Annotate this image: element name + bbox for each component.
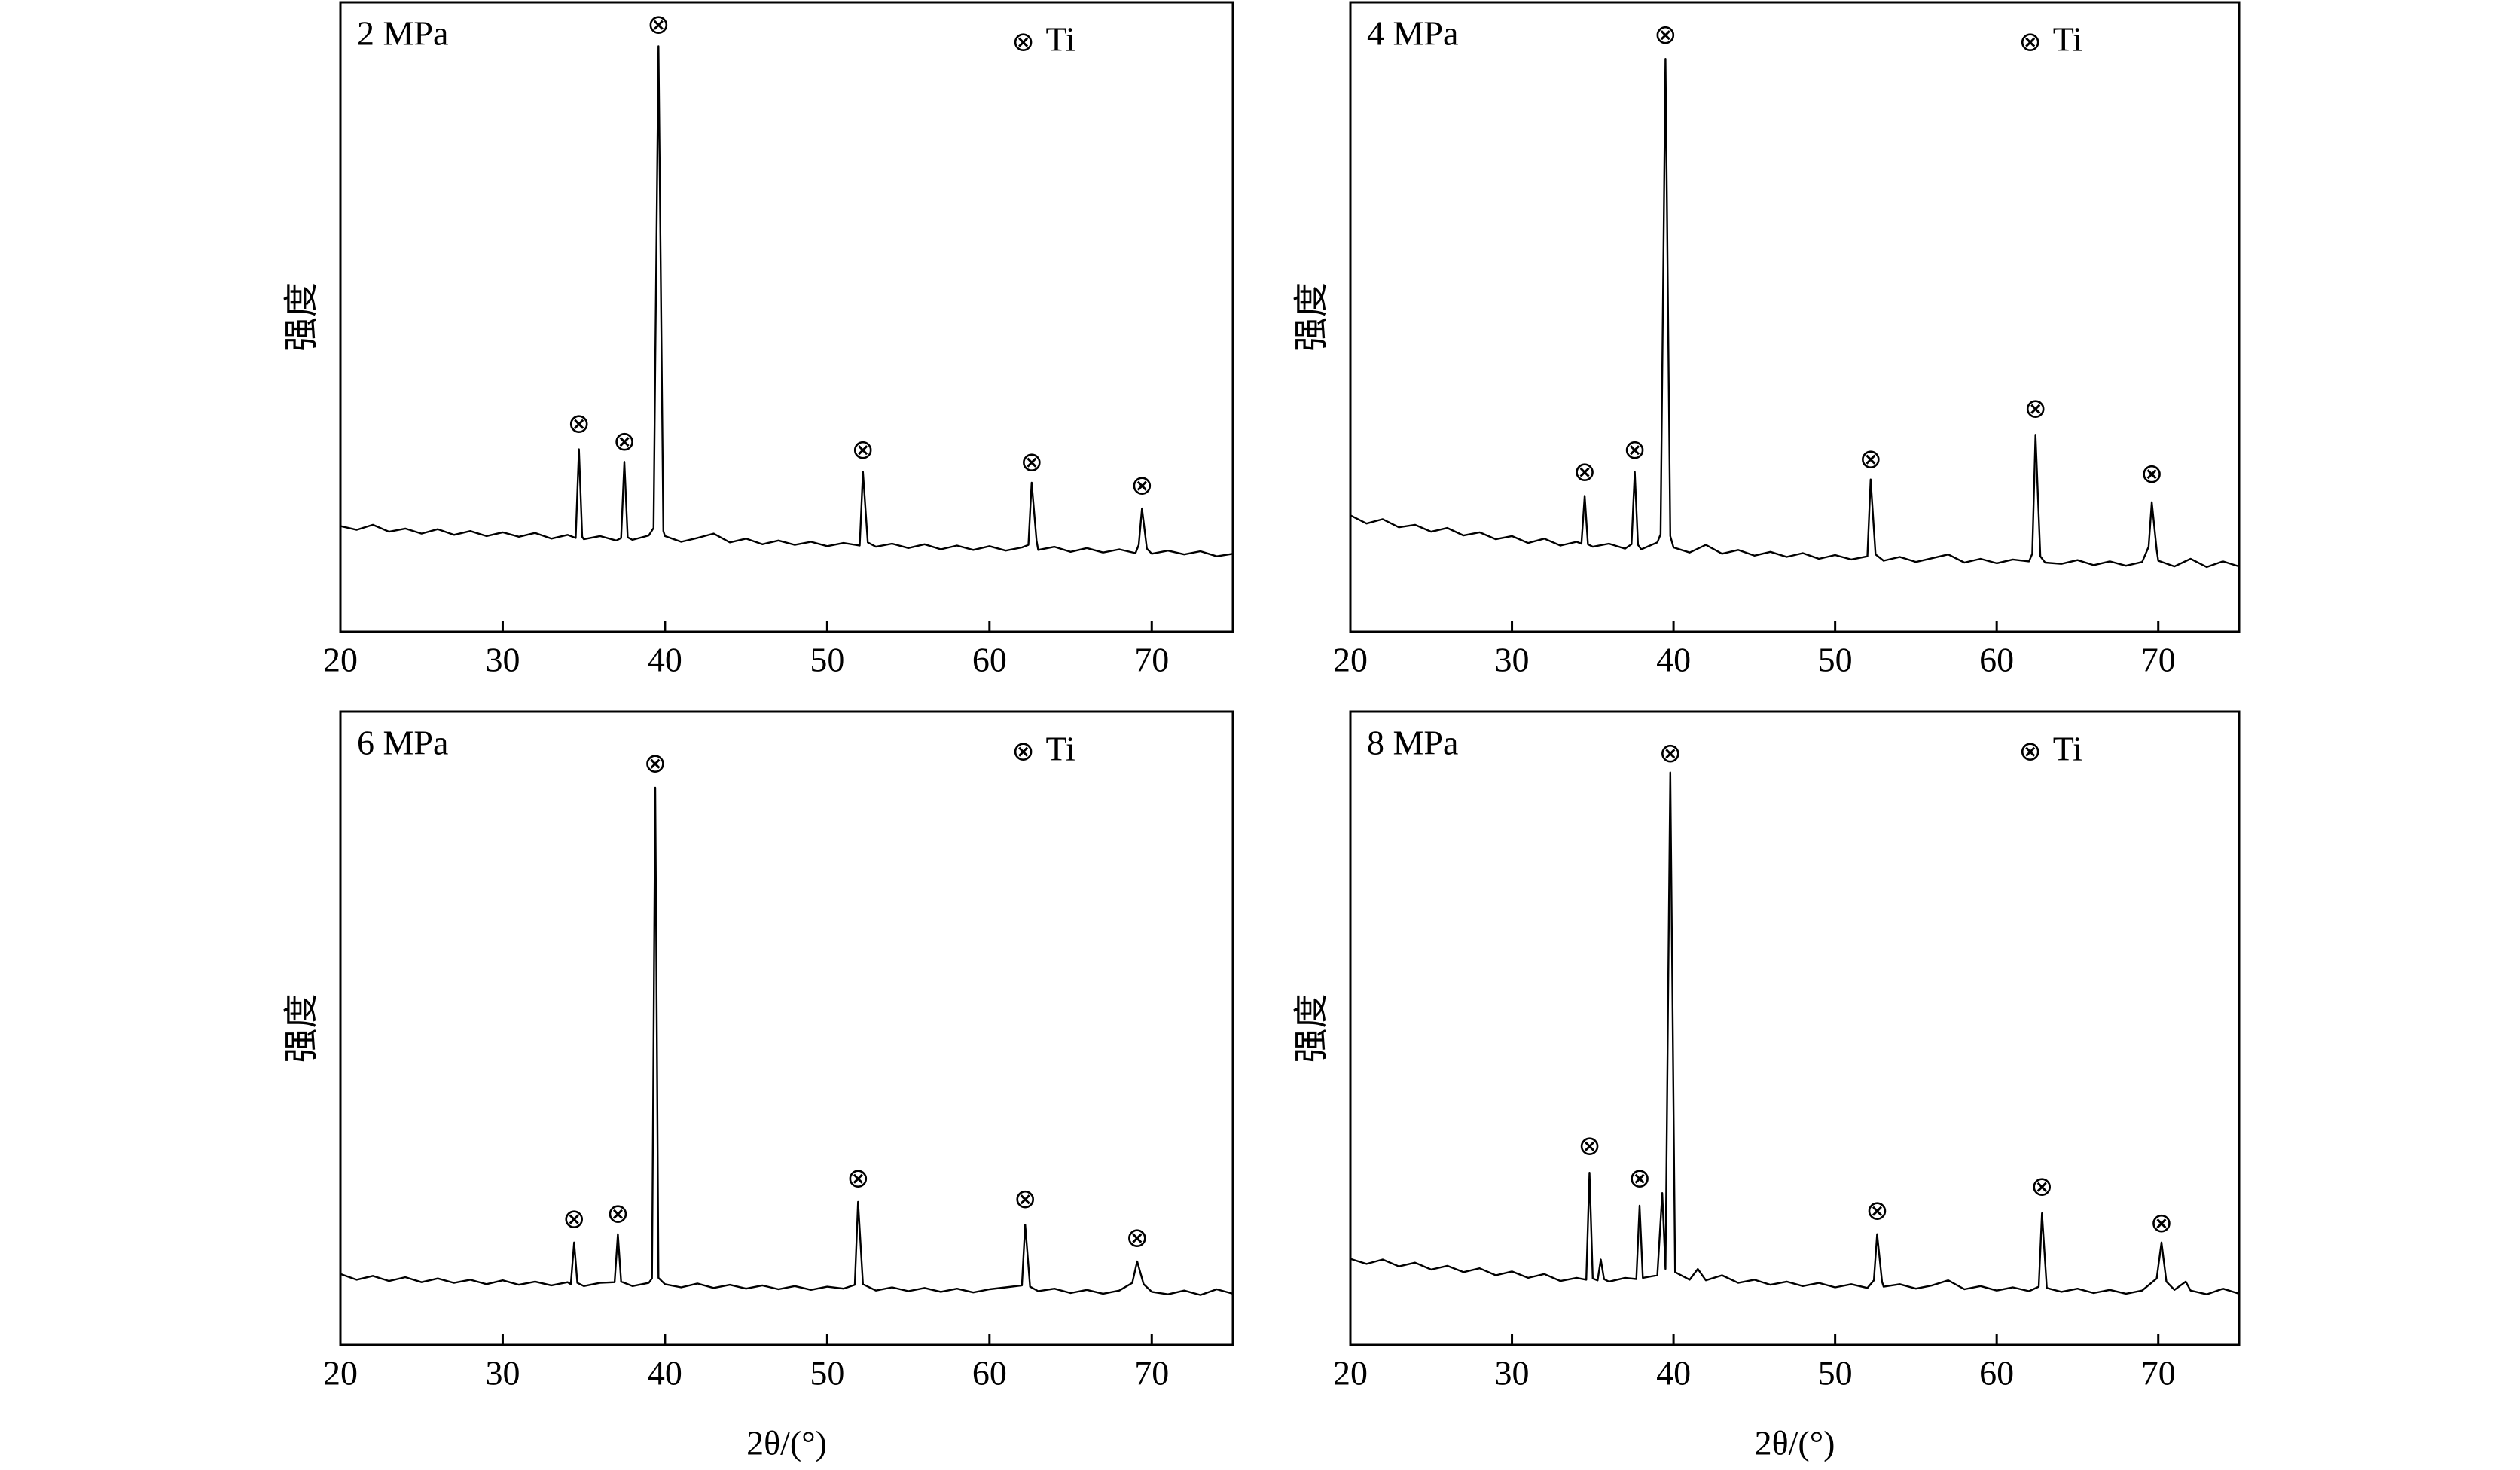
peak-marker: ⊗ bbox=[1021, 447, 1043, 477]
peak-marker: ⊗ bbox=[563, 1203, 585, 1234]
peak-marker: ⊗ bbox=[613, 426, 636, 456]
x-tick-label: 50 bbox=[810, 641, 844, 679]
panel: 20 30 40 50 60 70 ⊗ ⊗ ⊗ ⊗ ⊗ ⊗ 6 MPa ⊗ Ti 强度 2θ/(°) bbox=[282, 710, 1234, 1462]
x-tick-label: 20 bbox=[323, 641, 358, 679]
peak-marker: ⊗ bbox=[644, 749, 667, 779]
x-tick-label: 20 bbox=[1333, 641, 1368, 679]
peak-marker: ⊗ bbox=[606, 1199, 629, 1229]
x-tick-label: 30 bbox=[485, 641, 520, 679]
legend-label: Ti bbox=[1046, 20, 1075, 59]
x-tick-label: 40 bbox=[648, 1354, 682, 1392]
plot-frame bbox=[1349, 1, 2241, 633]
plot-frame bbox=[339, 710, 1234, 1346]
legend-label: Ti bbox=[2053, 20, 2082, 59]
panel-title: 6 MPa bbox=[357, 724, 448, 762]
panel-title: 8 MPa bbox=[1367, 724, 1458, 762]
x-tick-label: 60 bbox=[972, 1354, 1007, 1392]
x-tick-label: 60 bbox=[1979, 1354, 2014, 1392]
panel-title: 4 MPa bbox=[1367, 14, 1458, 53]
x-tick-label: 60 bbox=[972, 641, 1007, 679]
peak-marker: ⊗ bbox=[2030, 1171, 2053, 1201]
peak-marker: ⊗ bbox=[2150, 1208, 2173, 1238]
x-tick-label: 70 bbox=[1134, 1354, 1169, 1392]
x-axis-label: 2θ/(°) bbox=[746, 1424, 827, 1462]
peak-marker: ⊗ bbox=[1654, 20, 1676, 50]
x-tick-label: 30 bbox=[1495, 641, 1530, 679]
x-tick-label: 70 bbox=[2141, 641, 2176, 679]
legend-label: Ti bbox=[2053, 730, 2082, 768]
y-axis-label: 强度 bbox=[1292, 282, 1331, 352]
x-tick-label: 50 bbox=[810, 1354, 844, 1392]
x-tick-label: 20 bbox=[1333, 1354, 1368, 1392]
x-tick-label: 60 bbox=[1979, 641, 2014, 679]
xrd-trace bbox=[1350, 771, 2240, 1295]
peak-marker: ⊗ bbox=[1859, 444, 1882, 474]
peak-marker: ⊗ bbox=[1573, 456, 1596, 486]
peak-marker: ⊗ bbox=[2140, 459, 2163, 489]
peak-marker: ⊗ bbox=[647, 10, 670, 40]
plot-frame bbox=[1349, 710, 2241, 1346]
peak-marker: ⊗ bbox=[847, 1163, 869, 1193]
plot-frame bbox=[339, 1, 1234, 633]
legend-symbol: ⊗ bbox=[1011, 26, 1034, 56]
peak-marker: ⊗ bbox=[1866, 1195, 1888, 1225]
x-tick-label: 70 bbox=[2141, 1354, 2176, 1392]
panel: 20 30 40 50 60 70 ⊗ ⊗ ⊗ ⊗ ⊗ ⊗ 4 MPa ⊗ Ti 强度 bbox=[1292, 1, 2241, 679]
x-tick-label: 50 bbox=[1818, 641, 1853, 679]
xrd-trace bbox=[340, 786, 1234, 1296]
legend-label: Ti bbox=[1046, 730, 1075, 768]
peak-marker: ⊗ bbox=[1624, 435, 1646, 465]
peak-marker: ⊗ bbox=[1578, 1131, 1600, 1161]
x-tick-label: 50 bbox=[1818, 1354, 1853, 1392]
y-axis-label: 强度 bbox=[282, 994, 321, 1063]
legend-symbol: ⊗ bbox=[1011, 736, 1034, 766]
x-tick-label: 40 bbox=[1656, 641, 1691, 679]
peak-marker: ⊗ bbox=[1130, 471, 1153, 501]
peak-marker: ⊗ bbox=[2024, 394, 2047, 424]
panel: 20 30 40 50 60 70 ⊗ ⊗ ⊗ ⊗ ⊗ ⊗ 8 MPa ⊗ Ti 强度 2θ/(°) bbox=[1292, 710, 2241, 1462]
y-axis-label: 强度 bbox=[1292, 994, 1331, 1063]
x-tick-label: 40 bbox=[648, 641, 682, 679]
panel-title: 2 MPa bbox=[357, 14, 448, 53]
x-axis-label: 2θ/(°) bbox=[1755, 1424, 1835, 1462]
peak-marker: ⊗ bbox=[1659, 738, 1682, 768]
xrd-trace bbox=[340, 45, 1234, 557]
xrd-trace bbox=[1350, 58, 2240, 569]
x-tick-label: 30 bbox=[485, 1354, 520, 1392]
legend-symbol: ⊗ bbox=[2019, 26, 2042, 56]
peak-marker: ⊗ bbox=[1126, 1223, 1149, 1253]
peak-marker: ⊗ bbox=[1014, 1184, 1036, 1214]
x-tick-label: 20 bbox=[323, 1354, 358, 1392]
x-tick-label: 40 bbox=[1656, 1354, 1691, 1392]
x-tick-label: 30 bbox=[1495, 1354, 1530, 1392]
y-axis-label: 强度 bbox=[282, 282, 321, 352]
peak-marker: ⊗ bbox=[852, 435, 874, 465]
peak-marker: ⊗ bbox=[568, 409, 590, 439]
peak-marker: ⊗ bbox=[1628, 1163, 1651, 1193]
legend-symbol: ⊗ bbox=[2019, 736, 2042, 766]
x-tick-label: 70 bbox=[1134, 641, 1169, 679]
panel: 20 30 40 50 60 70 ⊗ ⊗ ⊗ ⊗ ⊗ ⊗ 2 MPa ⊗ Ti 强度 bbox=[282, 1, 1234, 679]
